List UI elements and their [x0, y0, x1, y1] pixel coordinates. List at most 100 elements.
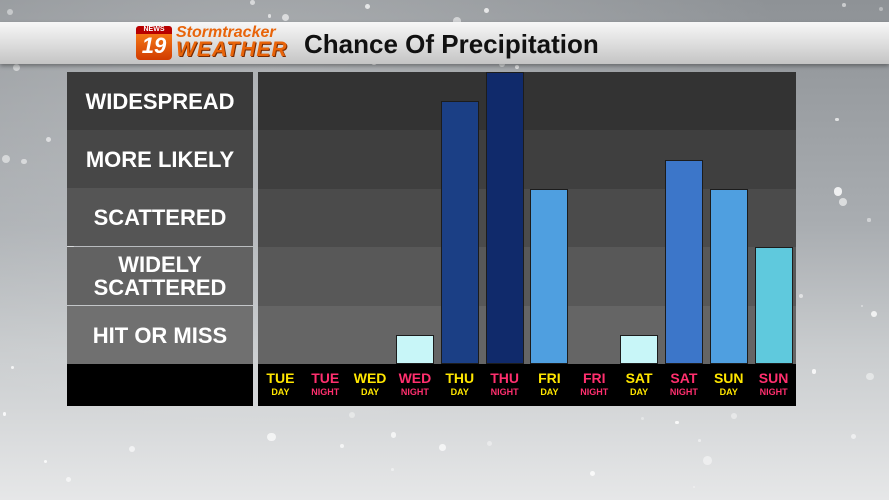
- snowflake: [339, 443, 345, 449]
- bar-thu-night: [485, 72, 524, 364]
- tick-period: NIGHT: [669, 387, 698, 397]
- snowflake: [641, 417, 644, 420]
- grid-band: [258, 188, 796, 248]
- snowflake: [674, 420, 679, 425]
- level-label-hit-or-miss: HIT OR MISS: [67, 306, 253, 364]
- logo-line-2: WEATHER: [176, 38, 288, 61]
- tick-day: WED: [398, 370, 432, 386]
- tick-day: SAT: [670, 370, 698, 386]
- tick-label-sat-night: SAT NIGHT: [662, 370, 706, 398]
- tick-day: WED: [353, 370, 387, 386]
- snowflake: [731, 413, 737, 419]
- snowflake: [21, 158, 28, 165]
- tick-period: DAY: [719, 387, 738, 397]
- level-label-widespread: WIDESPREAD: [67, 72, 253, 130]
- snowflake: [249, 0, 255, 5]
- tick-label-tue-night: TUE NIGHT: [303, 370, 347, 398]
- bar-sat-night: [664, 159, 703, 364]
- logo-wordmark: Stormtracker WEATHER: [176, 24, 300, 61]
- grid-band: [258, 72, 796, 131]
- snowflake: [698, 439, 701, 443]
- snowflake: [1, 154, 11, 164]
- snowflake: [66, 476, 72, 482]
- snowflake: [483, 8, 489, 14]
- tick-period: NIGHT: [311, 387, 340, 397]
- snowflake: [348, 412, 356, 419]
- snowflake: [590, 470, 596, 476]
- snowflake: [515, 64, 520, 69]
- plot-area: [258, 72, 796, 364]
- tick-period: NIGHT: [759, 387, 788, 397]
- snowflake: [811, 369, 817, 375]
- tick-period: DAY: [271, 387, 290, 397]
- tick-day: SUN: [758, 370, 789, 386]
- tick-label-sat-day: SAT DAY: [617, 370, 661, 398]
- snowflake: [267, 14, 271, 18]
- tick-day: FRI: [582, 370, 606, 386]
- tick-period: DAY: [540, 387, 559, 397]
- grid-band: [258, 247, 796, 306]
- header-bar: NEWS 19 Stormtracker WEATHER Chance Of P…: [0, 22, 889, 64]
- snowflake: [2, 412, 6, 416]
- bar-sat-day: [620, 334, 659, 364]
- snowflake: [128, 445, 136, 453]
- bar-sun-day: [709, 188, 748, 364]
- tick-label-sun-day: SUN DAY: [707, 370, 751, 398]
- logo-news-text: NEWS: [136, 26, 172, 34]
- tick-day: THU: [490, 370, 519, 386]
- snowflake: [267, 432, 276, 442]
- level-label-widely-scattered: WIDELY SCATTERED: [67, 247, 253, 305]
- tick-period: NIGHT: [580, 387, 609, 397]
- tick-label-sun-night: SUN NIGHT: [752, 370, 796, 398]
- label-footer: [67, 364, 253, 406]
- snowflake: [866, 372, 875, 381]
- snowflake: [871, 311, 877, 318]
- grid-band: [258, 130, 796, 189]
- tick-period: DAY: [360, 387, 380, 397]
- tick-label-wed-night: WED NIGHT: [393, 370, 437, 398]
- tick-day: FRI: [538, 370, 561, 386]
- tick-label-thu-day: THU DAY: [438, 370, 482, 398]
- bar-thu-day: [440, 101, 479, 364]
- tick-period: DAY: [450, 387, 469, 397]
- snowflake: [390, 468, 394, 472]
- tick-period: DAY: [629, 387, 649, 397]
- level-label-more-likely: MORE LIKELY: [67, 130, 253, 188]
- snowflake: [281, 14, 289, 22]
- tick-day: TUE: [266, 370, 295, 386]
- tick-label-fri-day: FRI DAY: [527, 370, 571, 398]
- y-level-labels: WIDESPREAD MORE LIKELY SCATTERED WIDELY …: [67, 72, 253, 406]
- snowflake: [867, 218, 871, 222]
- snowflake: [486, 441, 493, 447]
- tick-day: SAT: [625, 370, 653, 386]
- snowflake: [798, 293, 803, 298]
- page-title: Chance Of Precipitation: [304, 29, 599, 59]
- snowflake: [692, 485, 696, 489]
- x-axis: TUE DAY TUE NIGHT WED DAY WED NIGHT THU DAY THU NIG…: [258, 364, 796, 406]
- snowflake: [834, 117, 839, 122]
- bar-wed-night: [395, 334, 434, 364]
- snowflake: [861, 305, 864, 308]
- tick-day: SUN: [713, 370, 744, 386]
- snowflake: [878, 6, 883, 11]
- tick-label-fri-night: FRI NIGHT: [572, 370, 616, 398]
- snowflake: [834, 187, 843, 196]
- snowflake: [851, 434, 857, 440]
- tick-label-thu-night: THU NIGHT: [483, 370, 527, 398]
- station-logo: NEWS 19 Stormtracker WEATHER: [132, 24, 300, 62]
- tick-label-tue-day: TUE DAY: [258, 370, 302, 398]
- snowflake: [364, 4, 371, 10]
- snowflake: [390, 432, 397, 438]
- level-label-scattered: SCATTERED: [67, 188, 253, 246]
- bar-fri-day: [530, 188, 569, 364]
- snowflake: [839, 197, 848, 206]
- snowflake: [438, 444, 446, 451]
- news19-badge: NEWS 19: [136, 26, 172, 60]
- bar-sun-night: [754, 247, 793, 364]
- snowflake: [12, 63, 20, 71]
- logo-number: 19: [141, 33, 167, 58]
- tick-period: NIGHT: [400, 387, 429, 397]
- snowflake: [702, 455, 712, 465]
- snowflake: [44, 460, 48, 464]
- snowflake: [45, 136, 52, 143]
